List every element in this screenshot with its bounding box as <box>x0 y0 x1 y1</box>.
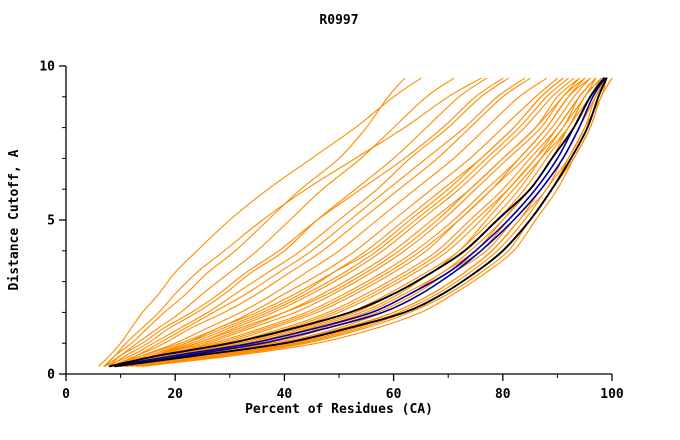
x-tick-label: 80 <box>495 387 511 402</box>
model-curve-orange <box>125 77 591 367</box>
chart-title: R0997 <box>319 13 358 28</box>
axes <box>59 65 613 381</box>
model-curve-orange <box>114 77 569 367</box>
model-curve-orange <box>103 77 509 367</box>
model-curve-orange <box>98 77 422 367</box>
y-axis-label: Distance Cutoff, A <box>7 149 22 290</box>
x-tick-label: 40 <box>277 387 293 402</box>
model-curve-orange <box>109 77 487 367</box>
model-curve-black <box>114 77 608 368</box>
model-curve-orange <box>103 77 455 367</box>
model-curve-black <box>108 77 605 368</box>
model-curve-orange <box>114 77 586 367</box>
model-curve-orange <box>114 77 526 367</box>
model-curve-blue <box>114 77 606 368</box>
model-curve-orange <box>103 77 406 367</box>
model-curve-orange <box>103 77 482 367</box>
model-curve-orange <box>141 77 613 367</box>
model-curve-orange <box>120 77 591 367</box>
y-tick-label: 10 <box>39 60 55 75</box>
axis-labels: 0 20 40 60 80 100 0 5 10 R0997 Percent of Residues… <box>7 13 624 417</box>
x-axis-label: Percent of Residues (CA) <box>245 402 433 417</box>
x-tick-label: 100 <box>600 387 624 402</box>
model-curve-orange <box>120 77 586 367</box>
x-tick-label: 0 <box>62 387 70 402</box>
series-lines <box>98 77 613 368</box>
x-tick-label: 60 <box>386 387 402 402</box>
x-tick-label: 20 <box>167 387 183 402</box>
model-curve-orange <box>109 77 575 367</box>
model-curve-orange <box>125 77 597 367</box>
y-tick-label: 5 <box>47 214 55 229</box>
model-curve-orange <box>109 77 504 367</box>
model-curve-orange <box>120 77 580 367</box>
model-curve-orange <box>136 77 602 367</box>
model-curve-orange <box>114 77 548 367</box>
model-curve-orange <box>109 77 531 367</box>
model-curve-orange <box>120 77 564 367</box>
model-curve-orange <box>109 77 558 367</box>
y-tick-label: 0 <box>47 368 55 383</box>
